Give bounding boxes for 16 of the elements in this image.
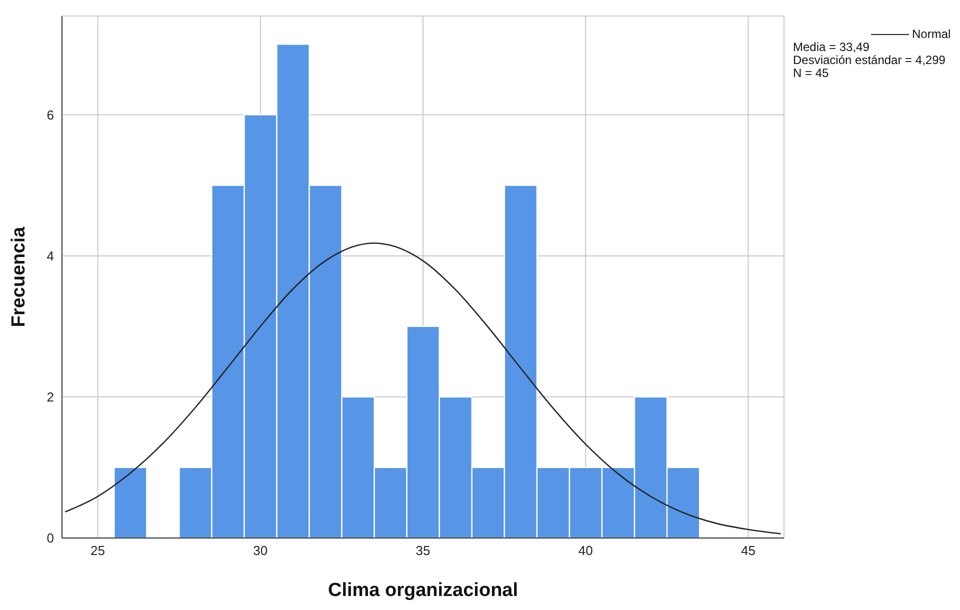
y-tick-label: 6 [46,107,54,122]
legend-label: Normal [912,27,951,41]
x-tick-label: 40 [578,543,593,558]
x-tick-label: 45 [740,543,756,558]
x-axis-title: Clima organizacional [328,580,518,601]
y-axis-title: Frecuencia [8,226,30,328]
y-tick-label: 4 [46,248,54,264]
x-tick-label: 35 [416,543,430,558]
text: Desviación estándar = 4,299 [793,53,946,67]
x-tick-label: 30 [253,543,268,558]
text: N = 45 [793,66,830,80]
x-tick-label: 25 [90,543,106,558]
y-tick-label: 0 [46,530,54,546]
text: Media = 33,49 [793,40,870,54]
line-series [64,242,782,534]
y-tick-label: 2 [46,390,54,405]
